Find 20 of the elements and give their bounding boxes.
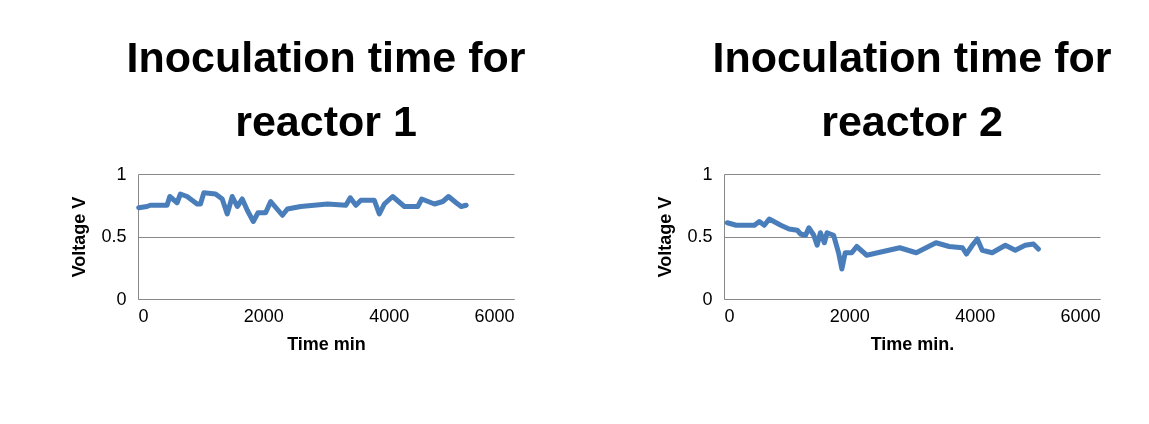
x-axis-title: Time min bbox=[287, 333, 366, 354]
y-tick-label: 0 bbox=[702, 288, 713, 309]
chart-title: Inoculation time for reactor 2 bbox=[712, 33, 1112, 145]
y-axis-title: Voltage V bbox=[69, 196, 90, 278]
y-tick-label: 0 bbox=[116, 288, 127, 309]
x-tick-label: 4000 bbox=[955, 305, 996, 326]
x-tick-label: 0 bbox=[724, 305, 735, 326]
x-tick-label: 0 bbox=[138, 305, 149, 326]
x-tick-label: 2000 bbox=[243, 305, 284, 326]
x-axis-title: Time min. bbox=[870, 333, 955, 354]
y-tick-label: 1 bbox=[702, 163, 713, 184]
x-tick-label: 2000 bbox=[829, 305, 870, 326]
y-tick-label: 0.5 bbox=[101, 226, 127, 246]
x-tick-label: 6000 bbox=[1060, 305, 1101, 326]
chart-title: Inoculation time for reactor 1 bbox=[126, 33, 526, 145]
y-axis-title: Voltage V bbox=[655, 196, 676, 278]
x-tick-label: 6000 bbox=[474, 305, 515, 326]
x-tick-label: 4000 bbox=[369, 305, 410, 326]
y-tick-label: 0.5 bbox=[687, 226, 713, 246]
y-tick-label: 1 bbox=[116, 163, 127, 184]
